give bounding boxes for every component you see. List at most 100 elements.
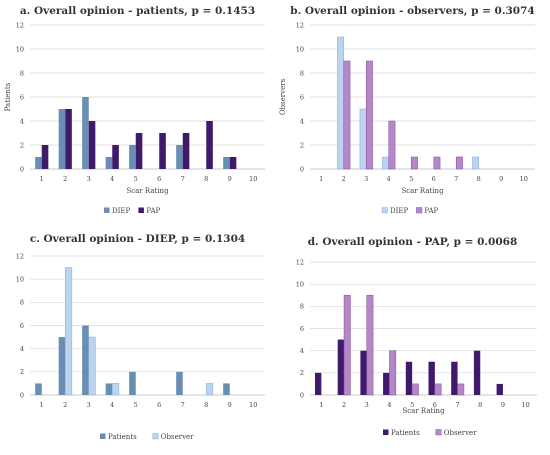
- y-tick-label: 8: [300, 303, 304, 311]
- panel-d: d. Overall opinion - PAP, p = 0.0068 0 2 4 6…: [275, 226, 550, 451]
- x-axis-label: Scar Rating: [126, 187, 169, 195]
- bar-diep-1: [35, 157, 42, 169]
- y-tick-label: 10: [296, 280, 304, 288]
- y-tick-label: 6: [300, 325, 304, 333]
- x-tick-label: 3: [364, 175, 368, 183]
- x-tick-label: 5: [410, 401, 414, 409]
- bar-pap-2: [343, 60, 351, 170]
- x-tick-label: 6: [157, 175, 161, 183]
- chart-title: d. Overall opinion - PAP, p = 0.0068: [308, 236, 518, 248]
- bar-diep-5: [129, 145, 136, 169]
- panel-c: c. Overall opinion - DIEP, p = 0.1304 0 2 4…: [0, 226, 275, 451]
- bar-pap-1: [41, 145, 49, 169]
- panel-b: b. Overall opinion - observers, p = 0.30…: [275, 0, 550, 226]
- x-tick-label: 6: [432, 175, 436, 183]
- chart-title: a. Overall opinion - patients, p = 0.145…: [20, 5, 255, 17]
- bar-diep-3: [82, 97, 89, 169]
- y-tick-label: 10: [296, 45, 304, 53]
- x-tick-label: 10: [249, 401, 257, 409]
- bar-observer-3: [366, 294, 374, 396]
- bar-diep-2: [58, 109, 66, 169]
- x-tick-label: 7: [181, 401, 185, 409]
- y-tick-label: 6: [20, 93, 24, 101]
- legend-swatch: [383, 429, 389, 435]
- legend-swatch: [100, 433, 106, 439]
- x-tick-label: 1: [319, 401, 323, 409]
- bar-patients-5: [405, 361, 413, 395]
- y-tick-label: 12: [16, 252, 24, 260]
- y-tick-label: 2: [20, 368, 24, 376]
- x-tick-label: 1: [40, 175, 44, 183]
- bar-patients-3: [82, 325, 89, 395]
- x-tick-label: 1: [319, 175, 323, 183]
- bar-patients-7: [451, 361, 458, 395]
- x-tick-label: 7: [455, 401, 459, 409]
- bar-pap-9: [229, 157, 237, 169]
- x-tick-label: 8: [478, 401, 482, 409]
- bar-diep-3: [359, 108, 367, 170]
- y-tick-label: 2: [300, 369, 304, 377]
- chart-b: b. Overall opinion - observers, p = 0.30…: [279, 5, 535, 215]
- y-tick-label: 8: [20, 299, 24, 307]
- x-tick-label: 4: [110, 401, 114, 409]
- y-tick-label: 4: [300, 347, 304, 355]
- bar-observer-8: [205, 383, 214, 396]
- legend-swatch: [104, 207, 110, 213]
- bar-pap-7: [182, 133, 190, 169]
- x-tick-label: 9: [228, 401, 232, 409]
- y-tick-label: 6: [300, 93, 304, 101]
- y-tick-label: 0: [300, 165, 304, 173]
- chart-title: c. Overall opinion - DIEP, p = 0.1304: [30, 233, 245, 245]
- bar-patients-6: [428, 361, 435, 395]
- x-tick-label: 10: [522, 401, 530, 409]
- y-axis-label: Observers: [279, 78, 287, 115]
- y-tick-label: 2: [20, 141, 24, 149]
- legend-label: DIEP: [112, 207, 130, 215]
- x-tick-label: 9: [499, 175, 503, 183]
- x-tick-label: 2: [63, 175, 67, 183]
- legend-swatch: [381, 207, 388, 214]
- y-tick-label: 0: [20, 165, 24, 173]
- y-tick-label: 10: [16, 275, 24, 283]
- chart-d: d. Overall opinion - PAP, p = 0.0068 0 2 4 6…: [296, 236, 537, 437]
- x-tick-label: 10: [249, 175, 257, 183]
- y-tick-label: 4: [20, 345, 24, 353]
- y-tick-label: 4: [20, 117, 24, 125]
- x-axis-label: Scar Rating: [401, 187, 444, 195]
- bar-patients-4: [105, 383, 113, 395]
- y-tick-label: 0: [300, 391, 304, 399]
- legend-swatch: [138, 207, 144, 213]
- bar-pap-8: [206, 121, 213, 169]
- y-tick-label: 10: [16, 45, 24, 53]
- bar-pap-2: [65, 109, 72, 169]
- y-tick-label: 4: [300, 117, 304, 125]
- x-tick-label: 5: [134, 175, 138, 183]
- x-tick-label: 4: [387, 175, 391, 183]
- legend-label: Patients: [391, 429, 420, 437]
- x-tick-label: 2: [63, 401, 67, 409]
- legend-label: PAP: [146, 207, 160, 215]
- bar-patients-8: [473, 350, 481, 395]
- bar-diep-8: [472, 156, 480, 170]
- bar-diep-7: [176, 145, 183, 169]
- x-tick-label: 3: [87, 401, 91, 409]
- bar-pap-4: [388, 120, 396, 170]
- legend-label: Observer: [161, 433, 194, 441]
- bar-patients-4: [383, 372, 390, 395]
- bar-pap-5: [135, 133, 143, 169]
- x-tick-label: 4: [110, 175, 114, 183]
- x-tick-label: 3: [365, 401, 369, 409]
- bar-patients-5: [129, 371, 136, 395]
- bar-patients-1: [314, 372, 322, 395]
- legend-label: PAP: [424, 207, 438, 215]
- x-tick-label: 5: [409, 175, 413, 183]
- y-tick-label: 12: [16, 21, 24, 29]
- x-tick-label: 9: [501, 401, 505, 409]
- y-tick-label: 2: [300, 141, 304, 149]
- bar-observer-2: [64, 267, 73, 396]
- x-tick-label: 8: [204, 401, 208, 409]
- legend-swatch: [152, 433, 159, 440]
- y-tick-label: 0: [20, 391, 24, 399]
- x-tick-label: 1: [40, 401, 44, 409]
- legend-swatch: [435, 429, 442, 436]
